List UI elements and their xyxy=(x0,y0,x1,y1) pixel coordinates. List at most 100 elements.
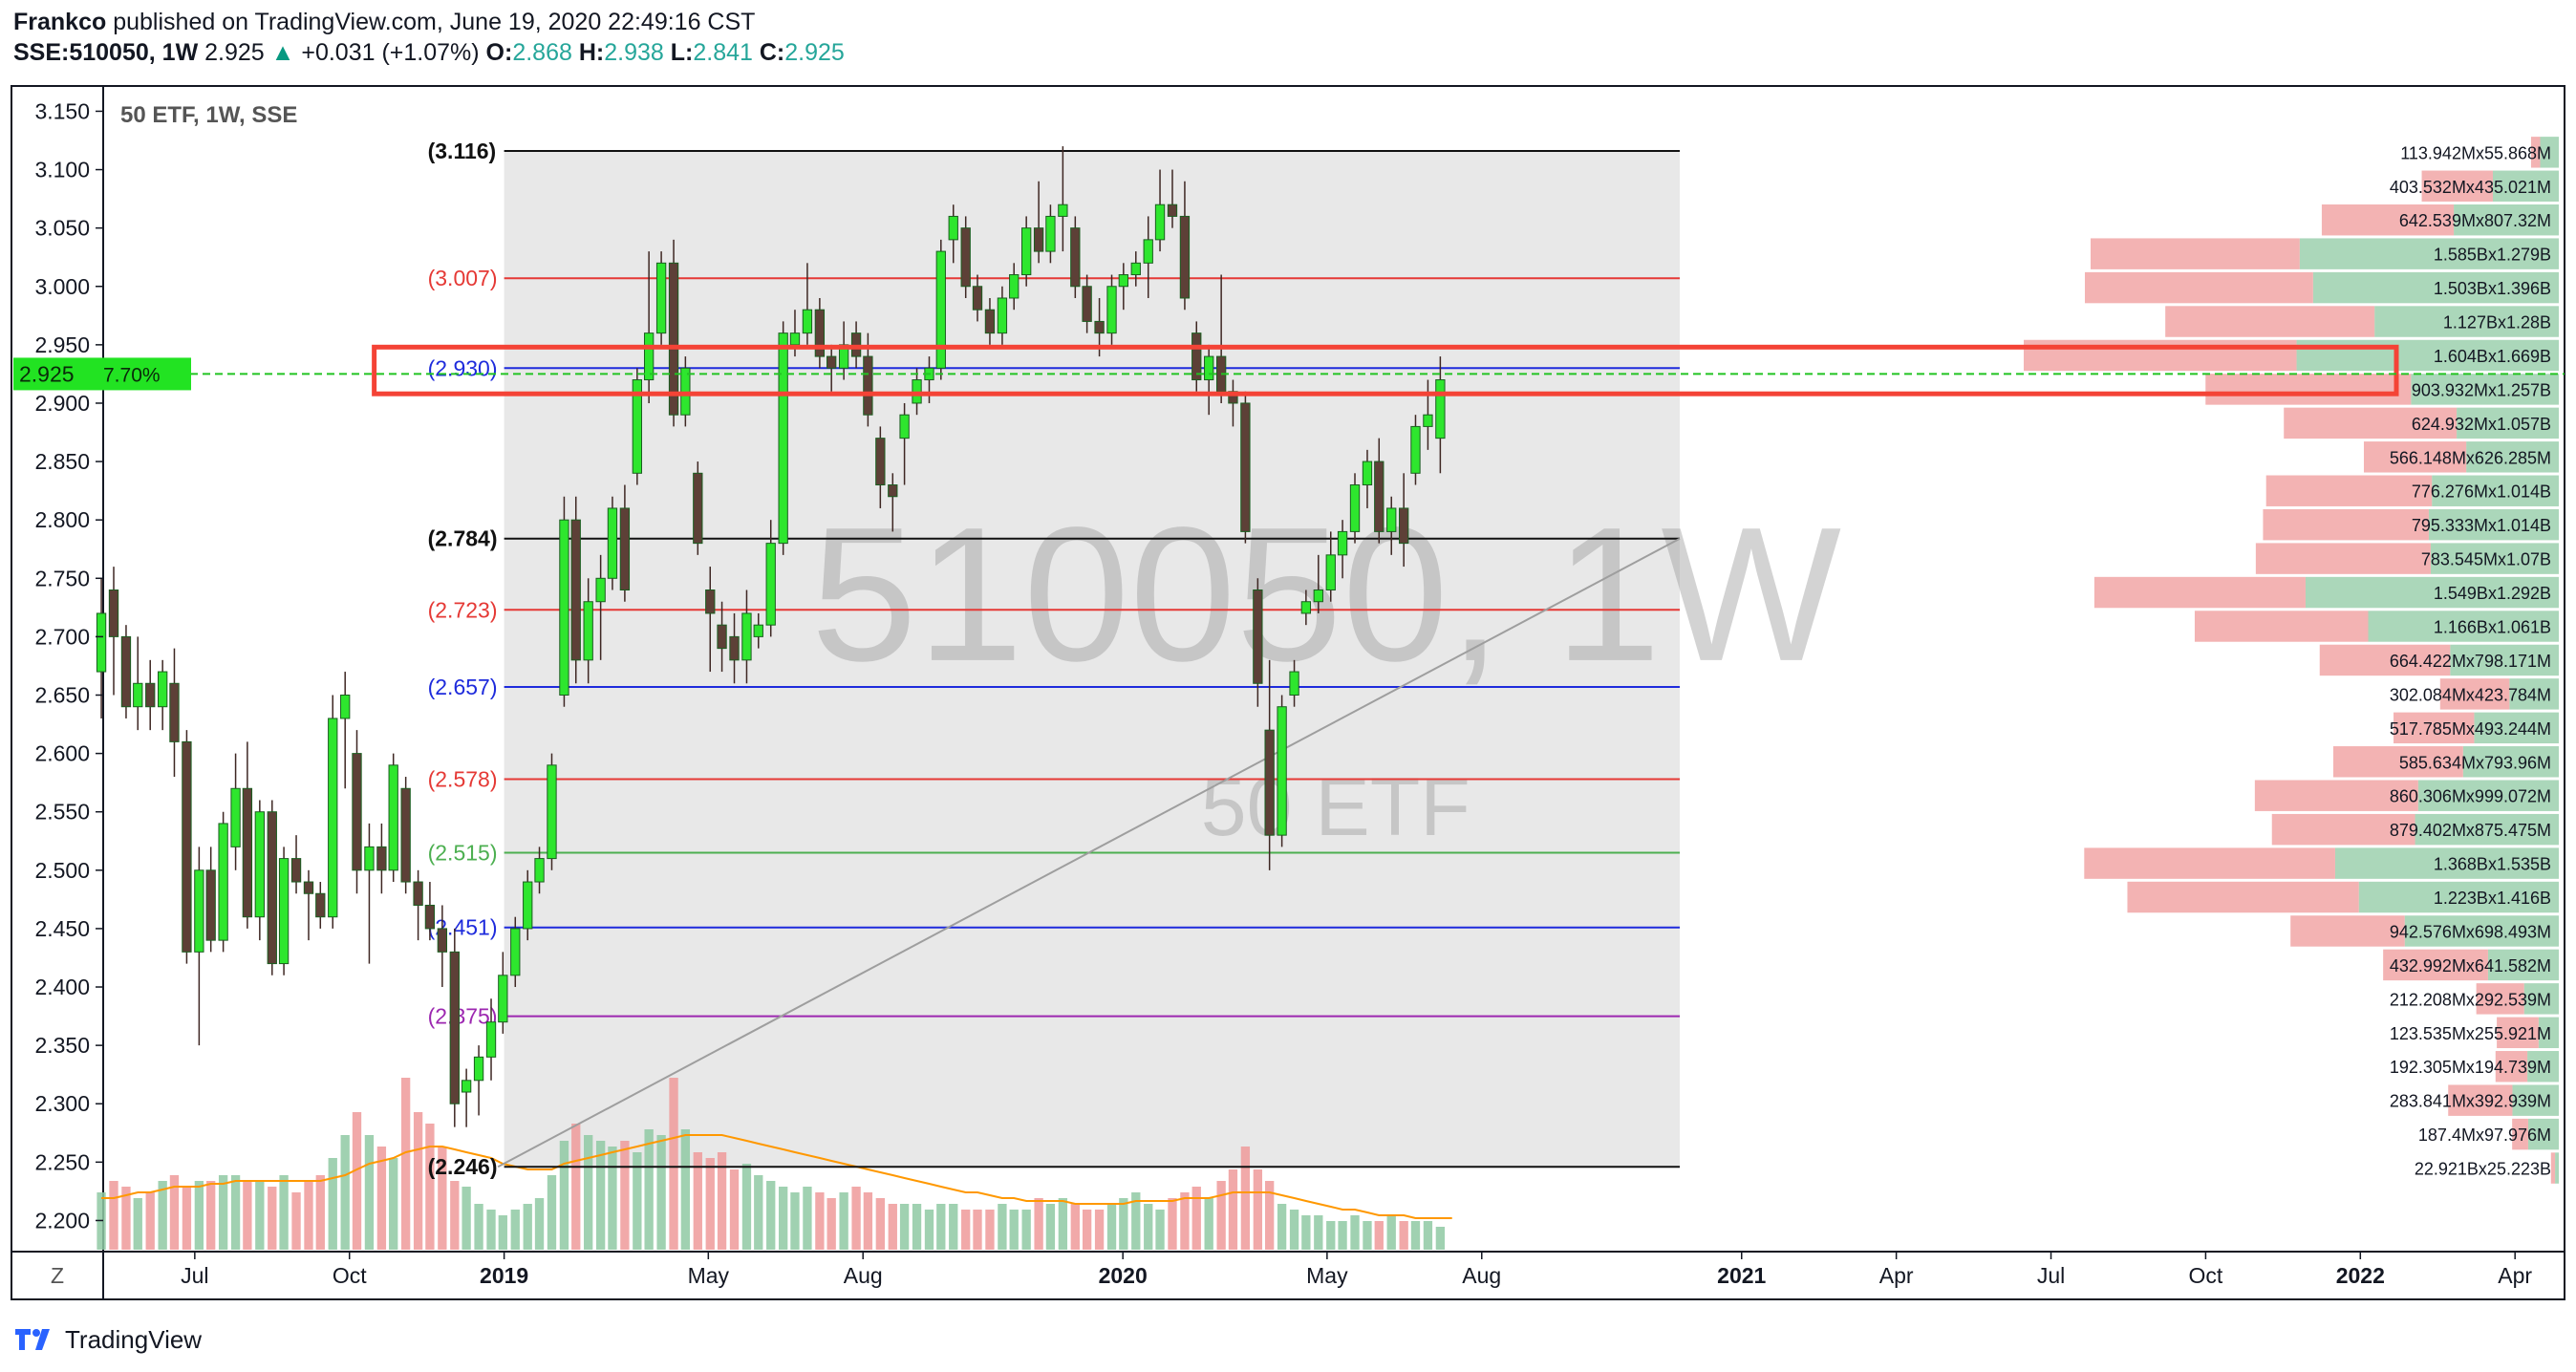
volume-profile-label: 1.127Bx1.28B xyxy=(2443,313,2551,332)
volume-profile-label: 1.604Bx1.669B xyxy=(2434,347,2551,366)
volume-profile-label: 664.422Mx798.171M xyxy=(2390,652,2551,671)
volume-profile-down-bar xyxy=(2265,475,2433,506)
volume-profile-up-bar xyxy=(2334,847,2559,879)
x-tick-label: Apr xyxy=(2498,1263,2532,1288)
volume-ma-line xyxy=(101,1134,1452,1219)
volume-profile-down-bar xyxy=(2127,881,2359,913)
candle-down xyxy=(1167,204,1178,217)
candle-up xyxy=(278,858,290,965)
volume-bar xyxy=(462,1187,471,1250)
candle-down xyxy=(570,519,581,661)
volume-profile-up-bar xyxy=(2466,441,2559,473)
current-price-value: 2.925 xyxy=(19,361,75,386)
volume-bar xyxy=(498,1215,507,1250)
volume-bar xyxy=(1155,1210,1165,1250)
volume-bar xyxy=(1034,1198,1043,1250)
volume-bar xyxy=(279,1175,289,1250)
volume-bar xyxy=(766,1181,776,1250)
x-tick-label: Aug xyxy=(1462,1263,1501,1288)
candle-down xyxy=(1264,729,1275,836)
volume-bar xyxy=(633,1152,642,1250)
candle-up xyxy=(1154,204,1166,241)
candle-up xyxy=(583,601,593,661)
volume-bar xyxy=(145,1192,155,1250)
fib-level-label: (2.515) xyxy=(428,840,498,865)
candle-up xyxy=(1362,461,1373,486)
volume-bar xyxy=(486,1210,496,1250)
candle-down xyxy=(1374,461,1385,532)
volume-profile-down-bar xyxy=(2255,543,2431,574)
volume-profile-label: 903.932Mx1.257B xyxy=(2412,380,2551,399)
volume-profile-up-bar xyxy=(2305,576,2559,609)
candle-up xyxy=(158,671,168,708)
candle-up xyxy=(1300,601,1312,614)
volume-profile-down-bar xyxy=(2332,746,2463,778)
volume-profile-up-bar xyxy=(2487,949,2559,981)
candle-up xyxy=(1289,671,1299,696)
volume-bar xyxy=(803,1187,812,1250)
volume-bar xyxy=(961,1210,971,1250)
volume-profile-up-bar xyxy=(2411,374,2559,405)
fib-level-label: (2.578) xyxy=(428,766,498,791)
candle-up xyxy=(948,215,958,241)
timezone-toggle[interactable]: Z xyxy=(51,1263,64,1288)
x-tick-label: Apr xyxy=(1879,1263,1914,1288)
volume-bar xyxy=(1435,1227,1446,1250)
volume-profile-label: 403.532Mx435.021M xyxy=(2390,178,2551,197)
volume-bar xyxy=(741,1164,752,1250)
candle-up xyxy=(534,858,545,883)
volume-bar xyxy=(1399,1221,1408,1250)
candle-down xyxy=(400,787,411,883)
candle-down xyxy=(693,472,703,545)
volume-bar xyxy=(912,1204,922,1250)
volume-profile-down-bar xyxy=(2084,847,2335,879)
volume-profile-up-bar xyxy=(2474,712,2559,744)
volume-profile-label: 187.4Mx97.976M xyxy=(2418,1125,2551,1145)
volume-profile-up-bar xyxy=(2527,1051,2559,1083)
y-tick-label: 2.600 xyxy=(34,741,90,766)
y-tick-label: 2.900 xyxy=(34,391,90,416)
candle-up xyxy=(1045,215,1056,252)
volume-profile-up-bar xyxy=(2450,644,2559,676)
candle-up xyxy=(218,823,228,941)
candle-up xyxy=(741,612,752,661)
volume-profile-label: 302.084Mx423.784M xyxy=(2390,685,2551,704)
candle-up xyxy=(254,811,265,918)
chart-title: 50 ETF, 1W, SSE xyxy=(120,102,297,128)
candle-down xyxy=(169,682,180,742)
volume-bar xyxy=(1131,1192,1141,1250)
volume-profile-down-bar xyxy=(2290,915,2405,947)
candle-up xyxy=(485,1021,497,1058)
volume-bar xyxy=(705,1158,715,1250)
volume-bar xyxy=(121,1187,131,1250)
volume-profile-down-bar xyxy=(2448,1084,2513,1116)
candle-up xyxy=(1143,239,1153,264)
volume-bar xyxy=(1191,1187,1201,1250)
highlight-zone-box xyxy=(372,344,2399,397)
candle-down xyxy=(437,928,448,953)
candle-up xyxy=(473,1056,484,1082)
candle-down xyxy=(267,811,277,965)
y-tick-label: 2.700 xyxy=(34,624,90,649)
y-tick-label: 2.350 xyxy=(34,1033,90,1058)
volume-profile-label: 585.634Mx793.96M xyxy=(2399,753,2551,772)
chart-frame xyxy=(11,85,2565,1300)
volume-profile-label: 566.148Mx626.285M xyxy=(2390,448,2551,467)
candle-down xyxy=(303,881,314,894)
fib-level-label: (2.930) xyxy=(428,355,498,380)
candle-up xyxy=(364,846,375,871)
volume-profile-up-bar xyxy=(2374,306,2559,337)
publisher-name[interactable]: Frankco xyxy=(13,9,107,35)
volume-profile-down-bar xyxy=(2024,339,2297,372)
candle-up xyxy=(1058,204,1068,217)
volume-bar xyxy=(656,1135,666,1250)
volume-bar xyxy=(1058,1198,1068,1250)
candle-up xyxy=(1130,262,1141,276)
volume-bar xyxy=(109,1181,118,1250)
candle-up xyxy=(133,682,143,708)
brand-name[interactable]: TradingView xyxy=(65,1324,203,1354)
volume-profile-up-bar xyxy=(2540,137,2559,168)
candle-up xyxy=(510,928,521,976)
volume-profile-label: 879.402Mx875.475M xyxy=(2390,821,2551,840)
